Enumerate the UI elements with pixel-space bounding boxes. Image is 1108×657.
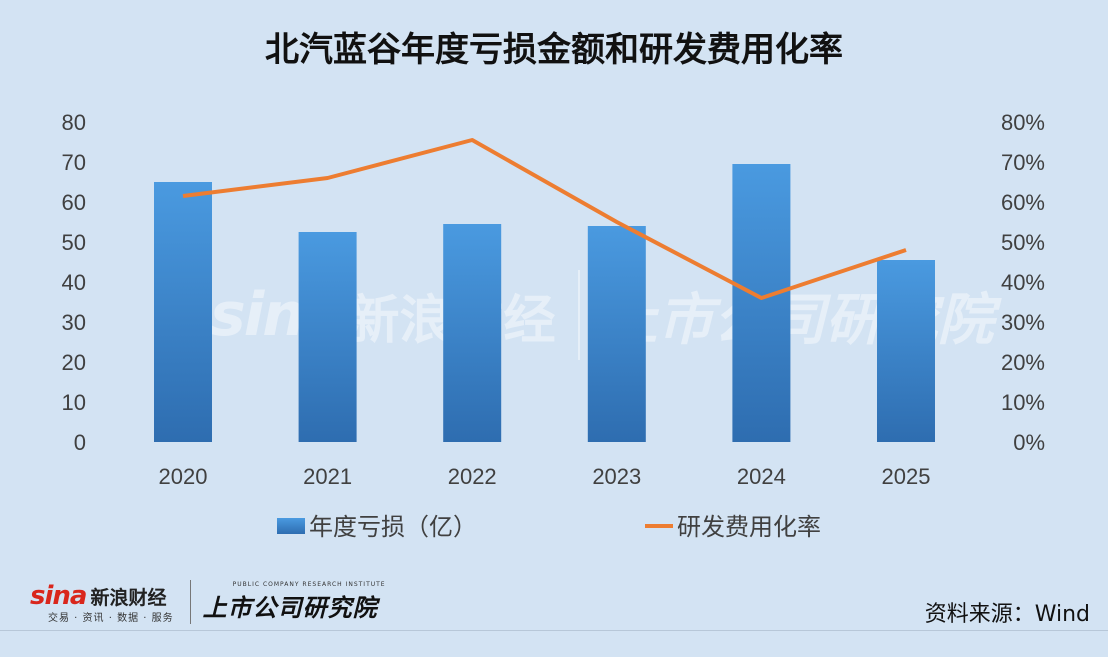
left-tick-label: 40 <box>62 270 86 295</box>
sina-logo: sina 新浪财经 交易 · 资讯 · 数据 · 服务 <box>30 581 174 624</box>
chart-title: 北汽蓝谷年度亏损金额和研发费用化率 <box>265 30 843 70</box>
left-tick-label: 30 <box>62 310 86 335</box>
x-tick-label: 2025 <box>882 464 931 489</box>
sina-logo-tagline: 交易 · 资讯 · 数据 · 服务 <box>48 612 174 624</box>
legend-bar-swatch <box>277 518 305 534</box>
sina-logo-cn: 新浪财经 <box>90 586 167 609</box>
footer-divider <box>0 630 1108 631</box>
institute-logo-cn: 上市公司研究院 <box>202 594 378 622</box>
left-tick-label: 60 <box>62 190 86 215</box>
brand-divider <box>189 580 191 624</box>
line-series <box>182 138 907 300</box>
bar <box>298 232 357 442</box>
bar <box>154 182 212 442</box>
left-tick-label: 0 <box>74 430 86 455</box>
right-tick-label: 70% <box>1001 150 1045 175</box>
left-tick-label: 80 <box>62 110 86 135</box>
bar <box>732 164 791 442</box>
x-tick-label: 2023 <box>592 464 641 489</box>
right-axis: 0% 10% 20% 30% 40% 50% 60% 70% 80% <box>1001 110 1045 455</box>
right-tick-label: 40% <box>1001 270 1045 295</box>
right-tick-label: 0% <box>1013 430 1045 455</box>
bar-series <box>154 164 935 442</box>
x-axis: 2020 2021 2022 2023 2024 2025 <box>159 464 931 489</box>
x-tick-label: 2021 <box>303 464 352 489</box>
x-tick-label: 2020 <box>159 464 208 489</box>
right-tick-label: 10% <box>1001 390 1045 415</box>
institute-logo-en: PUBLIC COMPANY RESEARCH INSTITUTE <box>232 581 386 588</box>
sina-logo-en: sina <box>30 580 87 611</box>
bar <box>877 260 935 442</box>
left-tick-label: 20 <box>62 350 86 375</box>
source-note: 资料来源：Wind <box>924 602 1090 627</box>
x-tick-label: 2022 <box>448 464 497 489</box>
right-tick-label: 60% <box>1001 190 1045 215</box>
right-tick-label: 30% <box>1001 310 1045 335</box>
left-tick-label: 50 <box>62 230 86 255</box>
legend: 年度亏损（亿） 研发费用化率 <box>277 513 821 541</box>
bar <box>587 226 646 442</box>
x-tick-label: 2024 <box>737 464 786 489</box>
left-tick-label: 10 <box>62 390 86 415</box>
legend-bar-label: 年度亏损（亿） <box>309 513 477 541</box>
bar <box>443 224 502 442</box>
footer-brand: sina 新浪财经 交易 · 资讯 · 数据 · 服务 PUBLIC COMPA… <box>30 580 386 624</box>
institute-logo: PUBLIC COMPANY RESEARCH INSTITUTE 上市公司研究… <box>203 581 386 623</box>
line-path <box>182 138 907 300</box>
left-axis: 0 10 20 30 40 50 60 70 80 <box>62 110 86 455</box>
left-tick-label: 70 <box>62 150 86 175</box>
right-tick-label: 50% <box>1001 230 1045 255</box>
right-tick-label: 80% <box>1001 110 1045 135</box>
legend-line-label: 研发费用化率 <box>677 513 821 541</box>
right-tick-label: 20% <box>1001 350 1045 375</box>
